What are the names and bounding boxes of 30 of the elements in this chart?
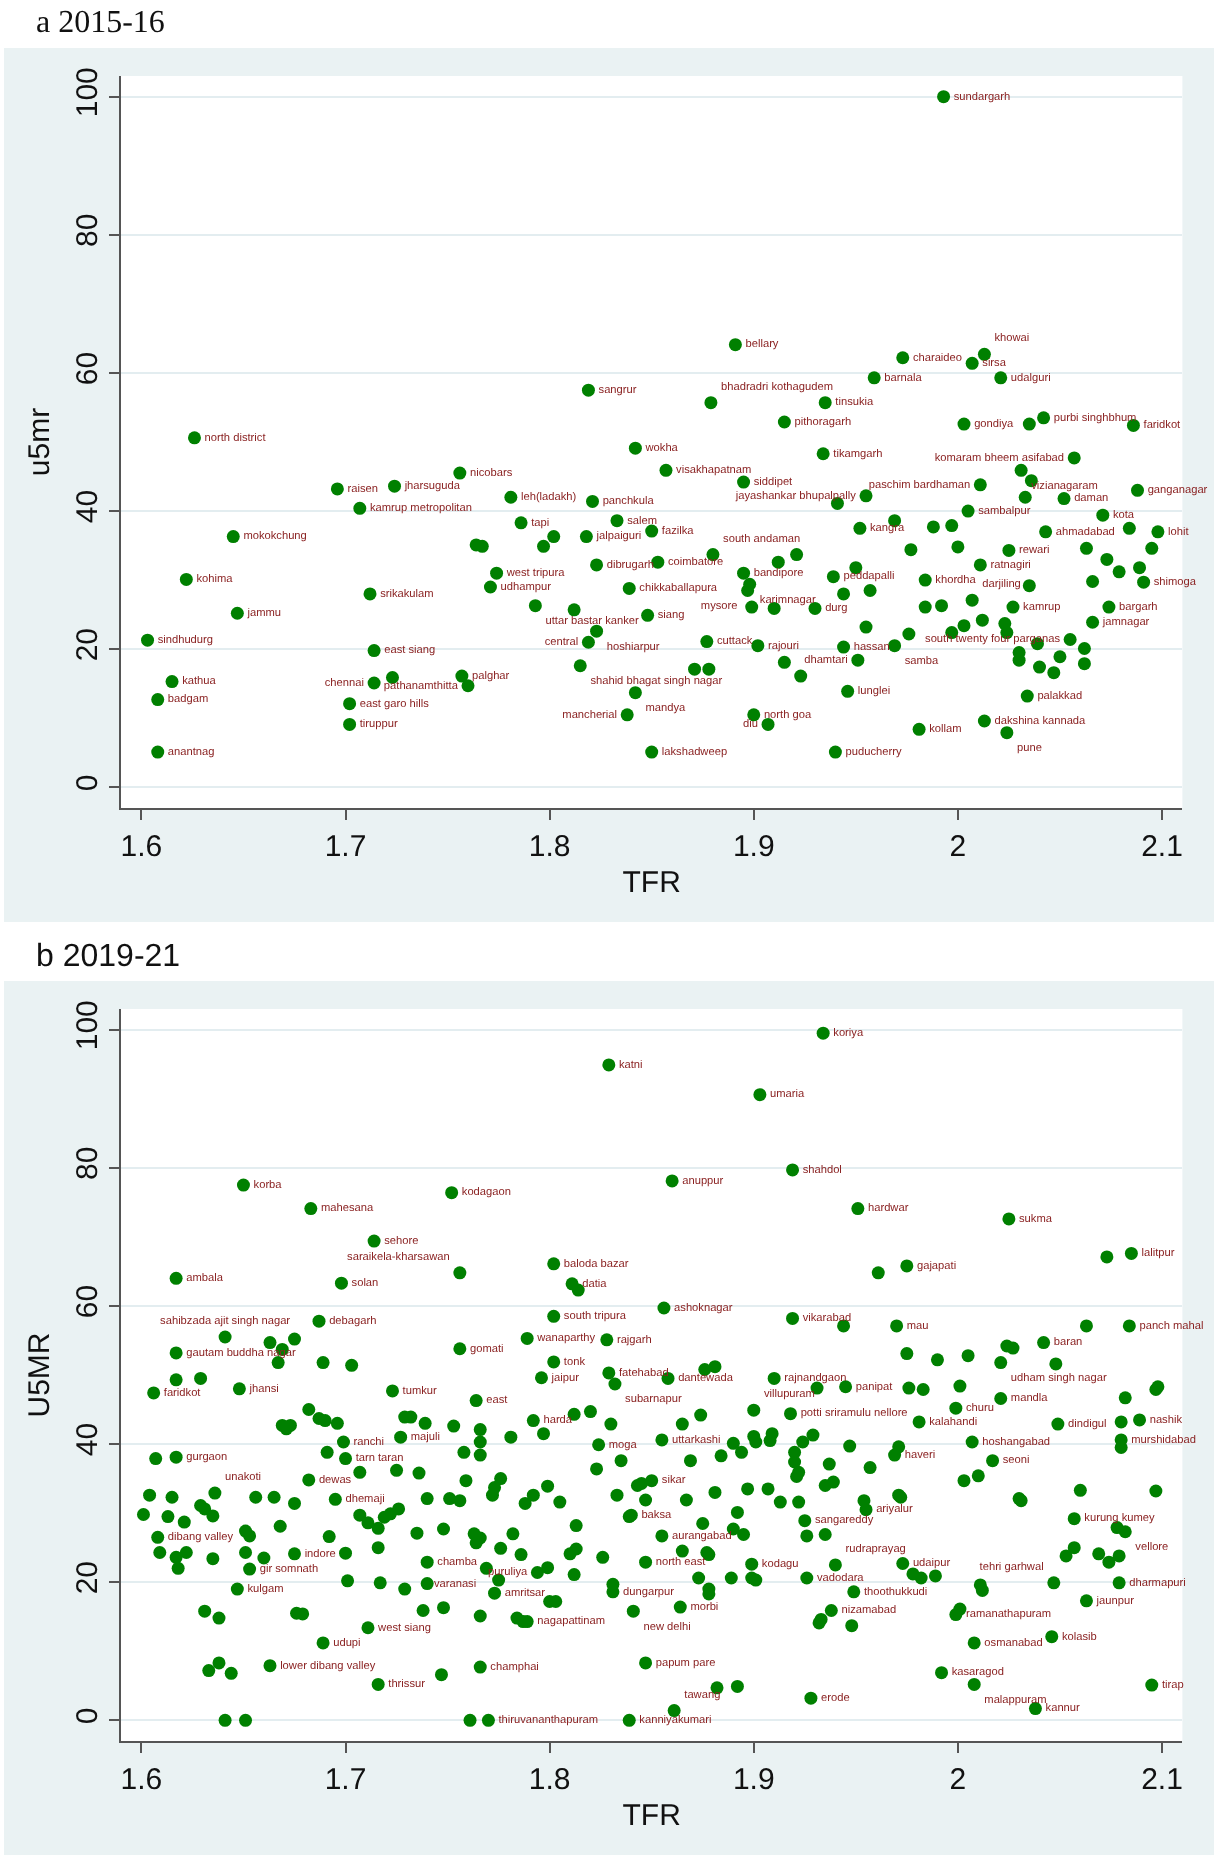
chart-title: b 2019-21 [36,940,181,974]
y-tick-label: 60 [70,1284,105,1319]
x-tick-label: 1.9 [732,830,775,865]
x-axis-title: TFR [622,866,682,901]
y-tick-label: 100 [70,67,105,118]
y-tick-label: 40 [70,489,105,524]
y-tick-label: 0 [70,1707,105,1725]
x-tick-label: 2.1 [1141,1763,1183,1798]
x-tick-label: 1.7 [324,1763,367,1798]
y-tick-label: 20 [70,1560,105,1595]
x-tick-label: 1.9 [732,1763,775,1798]
x-tick-label: 2.1 [1141,830,1183,865]
x-tick-label: 1.7 [324,830,367,865]
y-tick-label: 60 [70,351,105,386]
y-axis-title: u5mr [23,407,58,477]
y-tick-label: 100 [70,1000,105,1051]
x-tick-label: 2 [949,1763,967,1798]
y-tick-label: 40 [70,1422,105,1457]
y-tick-label: 0 [70,774,105,792]
x-tick-label: 2 [949,830,967,865]
x-axis-title: TFR [622,1799,682,1834]
chart-title: a 2015-16 [36,6,165,40]
x-tick-label: 1.6 [120,1763,163,1798]
y-tick-label: 20 [70,627,105,662]
x-tick-label: 1.8 [528,830,571,865]
y-axis-title: U5MR [23,1332,58,1418]
x-tick-label: 1.8 [528,1763,571,1798]
y-tick-label: 80 [70,1146,105,1181]
x-tick-label: 1.6 [120,830,163,865]
y-tick-label: 80 [70,213,105,248]
